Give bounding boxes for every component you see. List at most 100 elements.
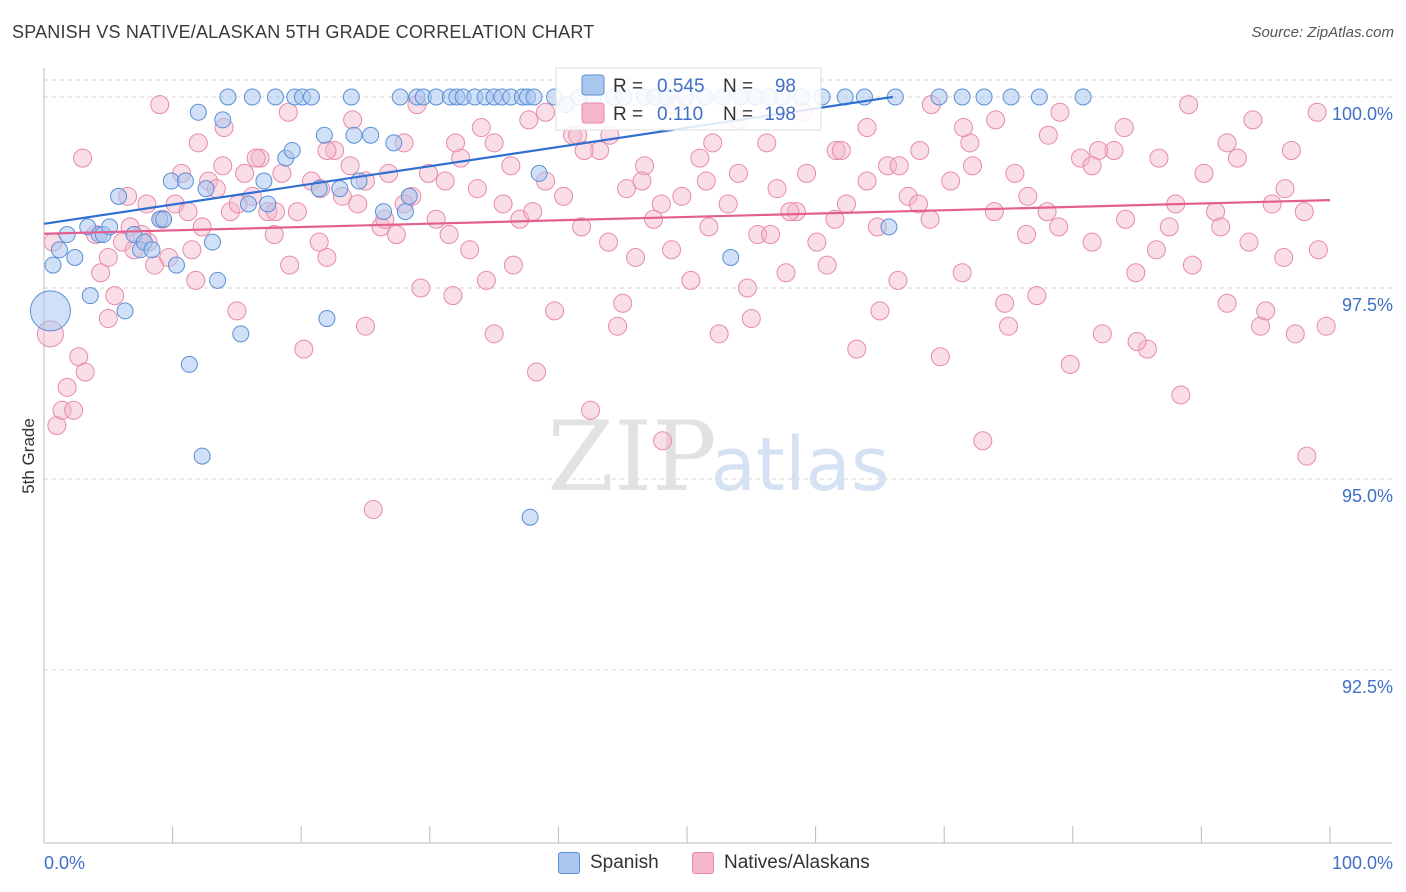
- natives-point-23: [186, 270, 206, 290]
- watermark: ZIP atlas: [547, 401, 889, 513]
- spanish-point-0: [29, 290, 71, 332]
- natives-point-116: [1005, 163, 1025, 183]
- spanish-point-21: [180, 355, 198, 373]
- source-label: Source: ZipAtlas.com: [1251, 24, 1394, 41]
- natives-point-178: [523, 202, 543, 222]
- natives-point-60: [467, 179, 487, 199]
- natives-point-92: [757, 133, 777, 153]
- natives-point-40: [309, 232, 329, 252]
- spanish-point-36: [283, 141, 301, 159]
- natives-point-213: [1211, 217, 1231, 237]
- y-tick-label-2: 97.5%: [1342, 295, 1393, 315]
- spanish-point-43: [331, 180, 349, 198]
- natives-point-102: [857, 171, 877, 191]
- natives-point-34: [264, 225, 284, 245]
- x-tick-label-1: 100.0%: [1332, 853, 1393, 873]
- natives-point-201: [889, 156, 909, 176]
- natives-point-36: [280, 255, 300, 275]
- natives-point-137: [1239, 232, 1259, 252]
- axis-labels: 92.5% 95.0% 97.5% 100.0% 0.0% 100.0% 5th Grade: [19, 104, 1393, 873]
- natives-point-189: [703, 133, 723, 153]
- natives-point-106: [898, 186, 918, 206]
- spanish-point-67: [525, 88, 543, 106]
- chart-title: SPANISH VS NATIVE/ALASKAN 5TH GRADE CORR…: [12, 22, 595, 42]
- natives-point-117: [1017, 225, 1037, 245]
- spanish-point-4: [66, 248, 84, 266]
- legend-n-value-natives: 198: [764, 104, 796, 125]
- natives-point-199: [632, 171, 652, 191]
- spanish-point-66: [521, 508, 539, 526]
- natives-point-97: [807, 232, 827, 252]
- legend-swatch-natives-bottom: [692, 852, 714, 874]
- natives-point-209: [696, 171, 716, 191]
- natives-point-99: [826, 140, 846, 160]
- y-tick-label-3: 100.0%: [1332, 104, 1393, 124]
- natives-point-200: [761, 225, 781, 245]
- natives-point-180: [780, 202, 800, 222]
- natives-point-62: [484, 133, 504, 153]
- spanish-point-31: [243, 88, 261, 106]
- natives-point-125: [1104, 140, 1124, 160]
- natives-point-10: [98, 247, 118, 267]
- legend-swatch-natives: [581, 102, 605, 124]
- spanish-point-44: [342, 88, 360, 106]
- spanish-point-32: [255, 172, 273, 190]
- natives-point-89: [728, 163, 748, 183]
- natives-point-131: [1171, 385, 1191, 405]
- spanish-point-45: [345, 126, 363, 144]
- natives-point-205: [182, 240, 202, 260]
- natives-point-142: [1297, 446, 1317, 466]
- natives-point-121: [1060, 354, 1080, 374]
- spanish-point-49: [385, 134, 403, 152]
- spanish-point-55: [427, 88, 445, 106]
- legend-r-label-spanish: R =: [613, 76, 643, 97]
- spanish-point-10: [110, 187, 128, 205]
- natives-point-170: [741, 309, 761, 329]
- spanish-point-23: [193, 447, 211, 465]
- spanish-point-90: [880, 218, 898, 236]
- spanish-point-19: [167, 256, 185, 274]
- natives-point-104: [878, 156, 898, 176]
- natives-point-37: [287, 202, 307, 222]
- natives-point-35: [272, 163, 292, 183]
- natives-point-136: [1227, 148, 1247, 168]
- natives-point-11: [105, 286, 125, 306]
- natives-point-87: [709, 324, 729, 344]
- spanish-point-1: [44, 256, 62, 274]
- natives-point-112: [962, 156, 982, 176]
- spanish-point-15: [143, 241, 161, 259]
- legend-swatch-spanish-bottom: [558, 852, 580, 874]
- natives-point-207: [439, 225, 459, 245]
- trend-line-natives: [43, 199, 1331, 235]
- natives-point-107: [910, 140, 930, 160]
- spanish-point-39: [302, 88, 320, 106]
- spanish-point-42: [318, 310, 336, 328]
- spanish-point-29: [232, 325, 250, 343]
- natives-point-69: [545, 301, 565, 321]
- spanish-point-51: [396, 203, 414, 221]
- natives-point-143: [1308, 240, 1328, 260]
- natives-point-93: [767, 179, 787, 199]
- spanish-point-30: [239, 195, 257, 213]
- x-tick-label-0: 0.0%: [44, 853, 85, 873]
- natives-point-9: [91, 263, 111, 283]
- spanish-point-48: [375, 203, 393, 221]
- natives-point-63: [493, 194, 513, 214]
- natives-point-56: [435, 171, 455, 191]
- natives-point-24: [192, 217, 212, 237]
- watermark-zip: ZIP: [547, 401, 716, 513]
- natives-point-166: [227, 301, 247, 321]
- natives-point-167: [356, 316, 375, 336]
- natives-point-164: [1307, 102, 1327, 122]
- natives-point-152: [536, 102, 556, 122]
- natives-point-38: [294, 339, 314, 359]
- natives-point-59: [460, 240, 480, 260]
- legend-n-label-natives: N =: [723, 104, 753, 125]
- natives-point-22: [178, 202, 198, 222]
- natives-point-57: [443, 286, 463, 306]
- spanish-point-22: [189, 103, 207, 121]
- natives-point-3: [52, 400, 72, 420]
- natives-point-212: [1082, 156, 1102, 176]
- natives-point-113: [973, 431, 993, 451]
